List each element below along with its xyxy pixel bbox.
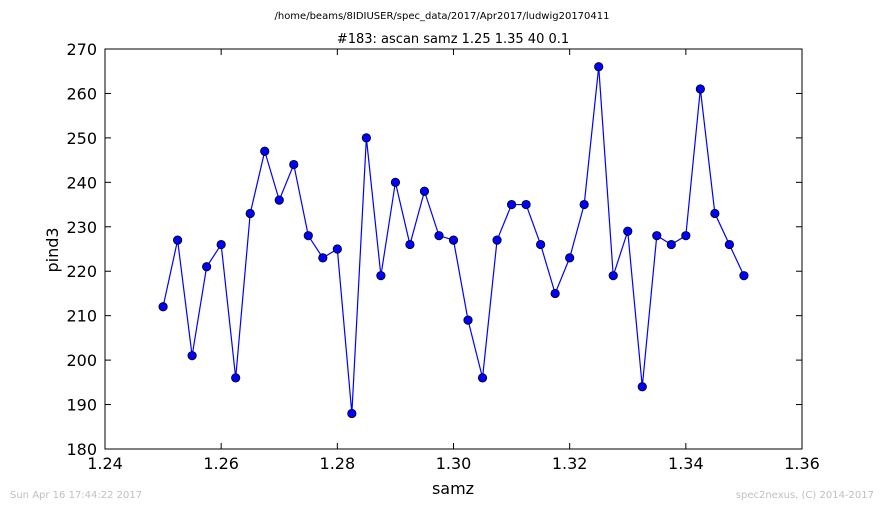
y-tick-label: 260: [66, 84, 97, 103]
data-point: [536, 239, 546, 250]
y-tick-label: 220: [66, 262, 97, 281]
data-point: [390, 177, 401, 187]
data-point: [637, 382, 647, 392]
footer-timestamp: Sun Apr 16 17:44:22 2017: [10, 490, 142, 501]
x-tick-label: 1.32: [552, 454, 588, 473]
data-point: [434, 231, 444, 241]
x-tick-label: 1.36: [784, 454, 820, 473]
data-point: [477, 373, 488, 383]
data-point: [245, 208, 255, 219]
data-point: [289, 159, 299, 170]
data-point: [623, 226, 633, 236]
data-point: [332, 244, 342, 254]
x-tick-label: 1.24: [87, 454, 123, 473]
x-axis-label: samz: [432, 479, 474, 498]
data-point: [724, 239, 734, 250]
data-point: [463, 315, 473, 325]
y-tick-label: 190: [66, 396, 97, 415]
file-path: /home/beams/8IDIUSER/spec_data/2017/Apr2…: [274, 11, 609, 22]
data-point: [405, 239, 415, 250]
y-tick-label: 200: [66, 351, 97, 370]
data-point: [492, 235, 502, 245]
data-point: [666, 239, 676, 250]
y-tick-label: 180: [66, 440, 97, 459]
footer-credit: spec2nexus, (C) 2014-2017: [736, 490, 874, 501]
data-point: [274, 195, 284, 205]
data-point: [448, 235, 459, 245]
y-axis-label: pind3: [43, 227, 62, 272]
data-point: [158, 302, 168, 312]
y-tick-label: 230: [66, 218, 97, 237]
data-point: [419, 186, 430, 196]
y-tick-label: 210: [66, 307, 97, 326]
plot-frame: [104, 48, 803, 450]
data-point: [695, 84, 705, 94]
data-point: [173, 235, 183, 245]
x-tick-label: 1.28: [320, 454, 356, 473]
data-point: [318, 253, 328, 263]
data-point: [361, 133, 371, 143]
x-tick-label: 1.30: [436, 454, 472, 473]
data-point: [347, 408, 357, 419]
x-tick-label: 1.26: [203, 454, 239, 473]
data-point: [521, 199, 531, 210]
data-point: [608, 271, 618, 281]
data-point: [565, 253, 575, 263]
data-point: [216, 239, 226, 250]
y-tick-label: 270: [66, 40, 97, 59]
y-tick-label: 240: [66, 173, 97, 192]
data-point: [260, 146, 270, 156]
data-point: [710, 208, 720, 219]
data-point: [681, 231, 691, 241]
data-point: [579, 199, 589, 210]
data-point: [231, 373, 241, 383]
plot-area: 1.24 1.26 1.28 1.30 1.32 1.34 1.36 180 190 200 210…: [66, 40, 819, 473]
data-point: [506, 199, 517, 210]
y-tick-label: 250: [66, 129, 97, 148]
x-tick-label: 1.34: [668, 454, 704, 473]
chart-title: #183: ascan samz 1.25 1.35 40 0.1: [337, 32, 569, 47]
data-point: [652, 231, 662, 241]
data-point: [303, 231, 313, 241]
data-point: [739, 271, 749, 281]
data-point: [376, 271, 386, 281]
data-point: [187, 351, 197, 361]
data-point: [594, 62, 604, 72]
data-point: [202, 262, 212, 272]
data-point: [550, 288, 560, 299]
